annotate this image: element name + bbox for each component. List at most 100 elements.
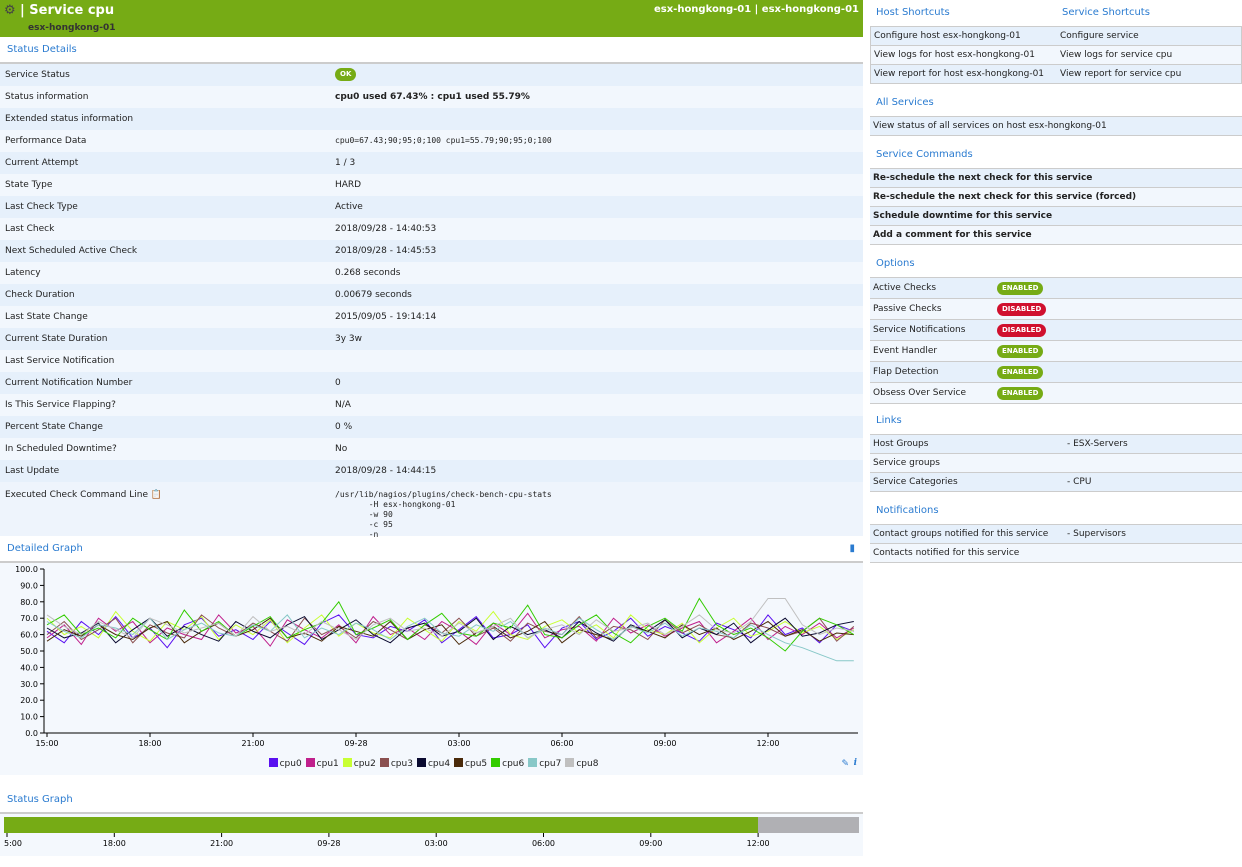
detailed-graph-title: Detailed Graph — [7, 543, 83, 554]
notifications-label: Contacts notified for this service — [873, 548, 1020, 558]
status-row: Percent State Change 0 % — [0, 416, 863, 438]
legend-swatch — [379, 758, 389, 767]
y-tick-label: 60.0 — [20, 631, 38, 640]
y-tick-label: 100.0 — [15, 565, 38, 574]
command-line-row: Executed Check Command Line 📋/usr/lib/na… — [0, 482, 863, 539]
notifications-label: Contact groups notified for this service — [873, 529, 1049, 539]
host-shortcut-link[interactable]: View report for host esx-hongkong-01 — [874, 69, 1045, 79]
status-ok-bar — [4, 817, 758, 833]
links-value[interactable]: - ESX-Servers — [1067, 439, 1128, 449]
option-toggle-badge[interactable]: DISABLED — [997, 324, 1047, 337]
notifications-row: Contacts notified for this service — [870, 544, 1242, 563]
y-tick-label: 80.0 — [20, 598, 38, 607]
shortcuts-table: Configure host esx-hongkong-01 Configure … — [870, 26, 1242, 84]
status-row: Current Attempt 1 / 3 — [0, 152, 863, 174]
pencil-icon[interactable]: ✎ — [841, 759, 849, 769]
status-row: Last Update 2018/09/28 - 14:44:15 — [0, 460, 863, 482]
status-value: 2018/09/28 - 14:45:53 — [335, 246, 437, 256]
status-value: 0.00679 seconds — [335, 290, 412, 300]
y-tick-label: 90.0 — [20, 581, 38, 590]
legend-item[interactable]: cpu4 — [413, 758, 450, 769]
status-x-tick-label: 5:00 — [4, 839, 22, 848]
status-value: 3y 3w — [335, 334, 362, 344]
status-row: Current Notification Number 0 — [0, 372, 863, 394]
info-icon[interactable]: i — [853, 758, 857, 768]
cpu-line-chart: 0.0 10.0 20.0 30.0 40.0 50.0 60.0 70.0 80.0 90.0 1… — [15, 565, 858, 748]
legend-item[interactable]: cpu0 — [265, 758, 302, 769]
left-panel: ⚙ | Service cpu esx-hongkong-01 esx-hong… — [0, 0, 863, 856]
legend-swatch — [305, 758, 315, 767]
all-services-link[interactable]: View status of all services on host esx-… — [870, 117, 1242, 136]
links-heading: Links — [876, 415, 902, 426]
links-label: Host Groups — [873, 439, 929, 449]
y-tick-label: 10.0 — [20, 713, 38, 722]
links-row: Service Categories - CPU — [870, 473, 1242, 492]
status-details-table: Service Status OK Status information cpu0 u… — [0, 64, 863, 539]
status-row: Extended status information — [0, 108, 863, 130]
links-value[interactable]: - CPU — [1067, 477, 1092, 487]
breadcrumb[interactable]: esx-hongkong-01 | esx-hongkong-01 — [653, 4, 859, 15]
all-services-heading: All Services — [876, 97, 934, 108]
status-label: Executed Check Command Line 📋 — [5, 490, 335, 536]
legend-item[interactable]: cpu6 — [487, 758, 524, 769]
status-row: Check Duration 0.00679 seconds — [0, 284, 863, 306]
service-shortcut-link[interactable]: View report for service cpu — [1060, 69, 1182, 79]
legend-item[interactable]: cpu2 — [339, 758, 376, 769]
status-row: Service Status OK — [0, 64, 863, 86]
legend-label: cpu8 — [576, 759, 599, 769]
host-shortcut-link[interactable]: View logs for host esx-hongkong-01 — [874, 50, 1035, 60]
clipboard-icon[interactable]: 📋 — [148, 490, 163, 500]
notifications-value[interactable]: - Supervisors — [1067, 529, 1126, 539]
status-row: Last State Change 2015/09/05 - 19:14:14 — [0, 306, 863, 328]
option-row: Flap Detection ENABLED — [870, 362, 1242, 383]
status-row: Last Service Notification — [0, 350, 863, 372]
links-row: Host Groups - ESX-Servers — [870, 435, 1242, 454]
status-graph-heading: Status Graph — [0, 787, 863, 814]
host-shortcut-link[interactable]: Configure host esx-hongkong-01 — [874, 31, 1021, 41]
option-row: Active Checks ENABLED — [870, 278, 1242, 299]
bar-chart-icon[interactable]: ▮ — [849, 543, 855, 554]
service-command-link[interactable]: Re-schedule the next check for this serv… — [870, 169, 1242, 188]
right-panel: Host Shortcuts Service Shortcuts Configur… — [870, 0, 1242, 563]
legend-item[interactable]: cpu5 — [450, 758, 487, 769]
status-value: 2015/09/05 - 19:14:14 — [335, 312, 437, 322]
legend-item[interactable]: cpu8 — [561, 758, 599, 769]
legend-swatch — [342, 758, 352, 767]
status-value: N/A — [335, 400, 351, 410]
detailed-graph: 0.0 10.0 20.0 30.0 40.0 50.0 60.0 70.0 80.0 90.0 1… — [0, 563, 863, 775]
links-row: Service groups — [870, 454, 1242, 473]
legend-swatch — [565, 758, 575, 767]
service-command-link[interactable]: Add a comment for this service — [870, 226, 1242, 245]
status-value: 2018/09/28 - 14:40:53 — [335, 224, 437, 234]
shortcut-row: View logs for host esx-hongkong-01 View l… — [871, 46, 1241, 65]
x-tick-label: 06:00 — [550, 739, 573, 748]
option-toggle-badge[interactable]: ENABLED — [997, 366, 1044, 379]
legend-item[interactable]: cpu3 — [376, 758, 413, 769]
option-toggle-badge[interactable]: DISABLED — [997, 303, 1047, 316]
notifications-row: Contact groups notified for this service… — [870, 525, 1242, 544]
status-x-tick-label: 09-28 — [317, 839, 340, 848]
status-row: State Type HARD — [0, 174, 863, 196]
service-shortcuts-heading: Service Shortcuts — [1062, 7, 1150, 18]
option-toggle-badge[interactable]: ENABLED — [997, 282, 1044, 295]
status-label: Last Update — [5, 466, 60, 476]
status-label: Performance Data — [5, 136, 87, 146]
status-label: Last Check — [5, 224, 55, 234]
host-name[interactable]: esx-hongkong-01 — [28, 23, 116, 33]
option-toggle-badge[interactable]: ENABLED — [997, 387, 1044, 400]
status-row: Next Scheduled Active Check 2018/09/28 - … — [0, 240, 863, 262]
service-commands-list: Re-schedule the next check for this serv… — [870, 168, 1242, 245]
service-shortcut-link[interactable]: Configure service — [1060, 31, 1139, 41]
y-tick-label: 40.0 — [20, 663, 38, 672]
option-toggle-badge[interactable]: ENABLED — [997, 345, 1044, 358]
legend-item[interactable]: cpu7 — [524, 758, 561, 769]
legend-item[interactable]: cpu1 — [302, 758, 339, 769]
gear-icon[interactable]: ⚙ — [4, 3, 16, 18]
status-row: Current State Duration 3y 3w — [0, 328, 863, 350]
options-heading: Options — [876, 258, 915, 269]
service-command-link[interactable]: Re-schedule the next check for this serv… — [870, 188, 1242, 207]
status-x-tick-label: 21:00 — [210, 839, 233, 848]
service-shortcut-link[interactable]: View logs for service cpu — [1060, 50, 1173, 60]
status-label: Extended status information — [5, 114, 134, 124]
service-command-link[interactable]: Schedule downtime for this service — [870, 207, 1242, 226]
